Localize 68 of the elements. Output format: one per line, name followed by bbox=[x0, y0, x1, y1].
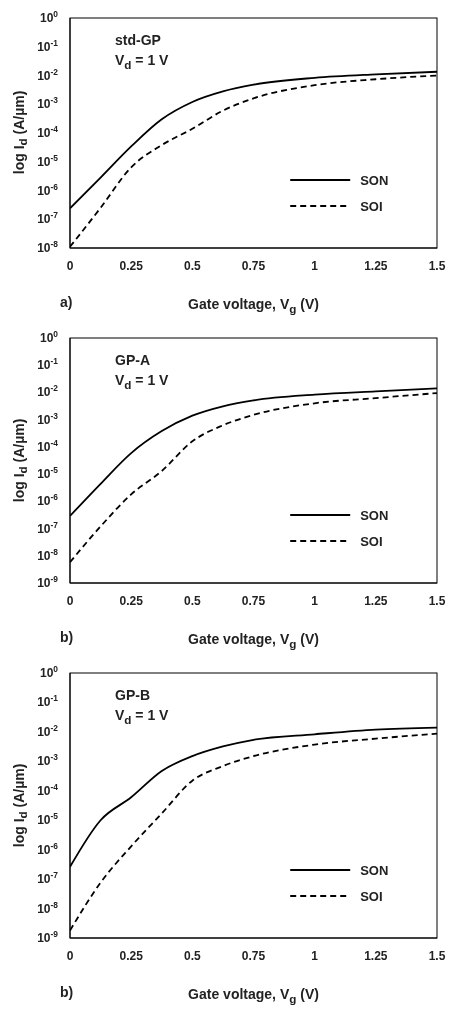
y-tick-label: 10$^{-2}$ bbox=[37, 722, 59, 739]
y-tick-label: 10$^{-4}$ bbox=[37, 124, 59, 140]
y-tick-label: 10$^{-9}$ bbox=[37, 929, 59, 945]
y-tick-label: 10$^{-2}$ bbox=[37, 66, 59, 83]
annotation: std-GP bbox=[115, 32, 161, 48]
y-tick-label: 10$^{-2}$ bbox=[37, 383, 59, 400]
annotation: V$_{d}$ = 1 V bbox=[115, 707, 169, 726]
x-tick-label: 0 bbox=[66, 594, 74, 608]
x-tick-label: 0.5 bbox=[183, 594, 201, 608]
y-tick-label: 10$^{-4}$ bbox=[37, 437, 59, 454]
x-tick-label: 0.5 bbox=[183, 259, 201, 273]
x-tick-label: 1.25 bbox=[364, 594, 388, 608]
x-tick-label: 1 bbox=[311, 949, 319, 963]
x-tick-label: 1 bbox=[311, 259, 319, 273]
x-tick-label: 1.25 bbox=[364, 949, 388, 963]
y-tick-label: 10$^{-3}$ bbox=[37, 95, 59, 112]
x-tick-label: 1.5 bbox=[428, 259, 446, 273]
legend-label: SOI bbox=[360, 534, 383, 549]
x-tick-label: 1 bbox=[311, 594, 319, 608]
annotation: GP-A bbox=[115, 352, 150, 368]
y-tick-label: 10$^{-1}$ bbox=[37, 693, 59, 710]
x-tick-label: 0.25 bbox=[119, 259, 144, 273]
x-tick-label: 0.75 bbox=[241, 259, 266, 273]
text: b) bbox=[60, 984, 74, 1000]
x-tick-label: 0.75 bbox=[241, 594, 266, 608]
legend-label: SON bbox=[360, 173, 389, 188]
x-tick-label: 0.25 bbox=[119, 949, 144, 963]
y-tick-label: 10$^{-7}$ bbox=[37, 519, 59, 536]
annotation: GP-B bbox=[115, 687, 150, 703]
x-tick-label: 0 bbox=[66, 259, 74, 273]
x-tick-label: 0.25 bbox=[119, 594, 144, 608]
y-tick-label: 10$^{-5}$ bbox=[37, 811, 59, 828]
text: a) bbox=[60, 294, 73, 310]
legend-label: SON bbox=[360, 863, 389, 878]
y-tick-label: 10$^{-1}$ bbox=[37, 37, 59, 54]
annotation: V$_{d}$ = 1 V bbox=[115, 372, 169, 391]
y-tick-label: 10$^{-6}$ bbox=[37, 840, 59, 857]
y-tick-label: 10$^{0}$ bbox=[39, 664, 59, 680]
x-tick-label: 1.25 bbox=[364, 259, 388, 273]
y-tick-label: 10$^{-5}$ bbox=[37, 465, 59, 482]
x-axis-title: Gate voltage, V$_{g}$ (V) bbox=[188, 986, 319, 1005]
y-tick-label: 10$^{-6}$ bbox=[37, 181, 59, 198]
x-tick-label: 0 bbox=[66, 949, 74, 963]
y-tick-label: 10$^{-9}$ bbox=[37, 574, 59, 590]
y-tick-label: 10$^{-3}$ bbox=[37, 752, 59, 769]
annotation: V$_{d}$ = 1 V bbox=[115, 52, 169, 71]
y-tick-label: 10$^{-8}$ bbox=[37, 239, 59, 255]
y-tick-label: 10$^{-8}$ bbox=[37, 899, 59, 916]
y-tick-label: 10$^{0}$ bbox=[39, 9, 59, 25]
x-tick-label: 1.5 bbox=[428, 594, 446, 608]
x-tick-label: 0.75 bbox=[241, 949, 266, 963]
y-tick-label: 10$^{0}$ bbox=[39, 329, 59, 345]
y-tick-label: 10$^{-7}$ bbox=[37, 210, 59, 227]
x-axis-title: Gate voltage, V$_{g}$ (V) bbox=[188, 296, 319, 315]
y-tick-label: 10$^{-4}$ bbox=[37, 781, 59, 798]
y-tick-label: 10$^{-5}$ bbox=[37, 152, 59, 169]
legend-label: SOI bbox=[360, 199, 383, 214]
x-axis-title: Gate voltage, V$_{g}$ (V) bbox=[188, 631, 319, 650]
y-tick-label: 10$^{-3}$ bbox=[37, 410, 59, 427]
x-tick-label: 1.5 bbox=[428, 949, 446, 963]
y-tick-label: 10$^{-7}$ bbox=[37, 870, 59, 887]
y-tick-label: 10$^{-6}$ bbox=[37, 492, 59, 509]
y-tick-label: 10$^{-8}$ bbox=[37, 546, 59, 563]
y-tick-label: 10$^{-1}$ bbox=[37, 356, 59, 373]
legend-label: SOI bbox=[360, 889, 383, 904]
text: b) bbox=[60, 629, 74, 645]
legend-label: SON bbox=[360, 508, 389, 523]
x-tick-label: 0.5 bbox=[183, 949, 201, 963]
